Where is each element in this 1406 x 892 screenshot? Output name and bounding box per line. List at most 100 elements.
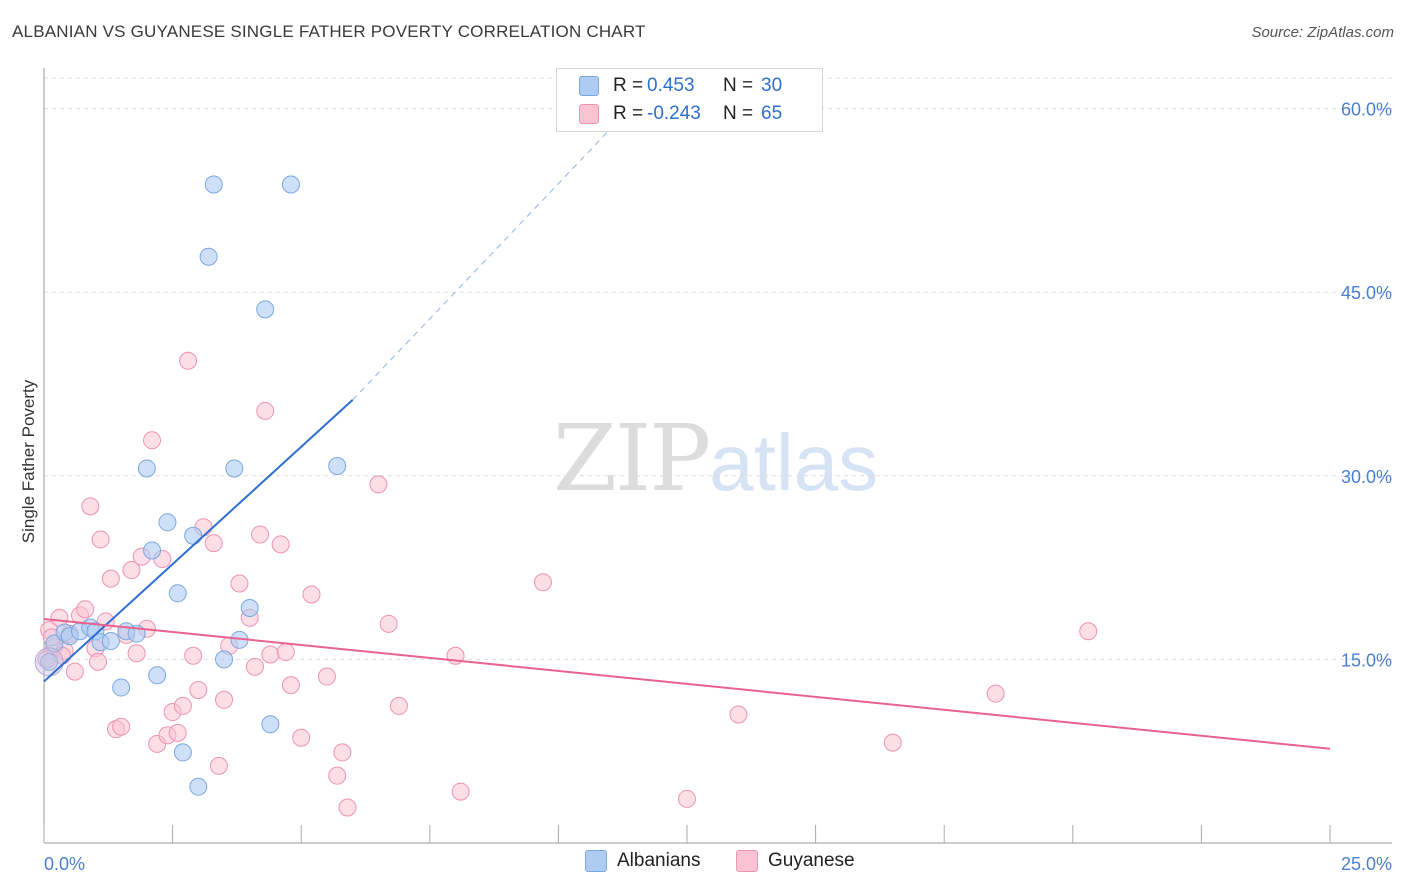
guyanese-swatch: [579, 104, 599, 124]
r-value: -0.243: [647, 103, 701, 124]
albanian-point: [281, 175, 300, 194]
legend-item-albanians: Albanians: [585, 850, 700, 872]
guyanese-point: [256, 401, 275, 420]
guyanese-point: [292, 728, 311, 747]
guyanese-point: [533, 573, 552, 592]
albanian-point: [101, 632, 120, 651]
guyanese-point: [369, 475, 388, 494]
guyanese-points: [37, 351, 1098, 817]
n-value: 30: [761, 75, 783, 96]
guyanese-point: [261, 645, 280, 664]
guyanese-point: [101, 569, 120, 588]
albanian-point: [143, 541, 162, 560]
guyanese-point: [81, 497, 100, 516]
y-tick-label: 45.0%: [1341, 283, 1392, 303]
guyanese-swatch: [736, 850, 758, 872]
guyanese-point: [338, 798, 357, 817]
r-value: 0.453: [647, 75, 695, 96]
guyanese-point: [91, 530, 110, 549]
guyanese-point: [245, 657, 264, 676]
legend-row-albanians: R = 0.453 N = 30: [579, 73, 782, 99]
chart-source: Source: ZipAtlas.com: [1251, 24, 1394, 41]
albanian-point: [225, 459, 244, 478]
guyanese-point: [76, 600, 95, 619]
guyanese-point: [276, 643, 295, 662]
x-tick-label-max: 25.0%: [1341, 854, 1392, 874]
guyanese-trend-line: [43, 618, 1331, 750]
albanian-point: [148, 666, 167, 685]
legend-row-guyanese: R = -0.243 N = 65: [579, 101, 782, 127]
y-axis-title: Single Father Poverty: [19, 379, 38, 543]
guyanese-point: [179, 351, 198, 370]
albanian-point: [158, 513, 177, 532]
guyanese-point: [215, 690, 234, 709]
guyanese-point: [204, 534, 223, 553]
axes: [43, 68, 1392, 844]
albanian-point: [204, 175, 223, 194]
grid-lines: [44, 77, 1392, 660]
guyanese-point: [302, 585, 321, 604]
guyanese-point: [143, 431, 162, 450]
x-tick-label-min: 0.0%: [44, 854, 85, 874]
albanian-point: [112, 678, 131, 697]
chart-title: ALBANIAN VS GUYANESE SINGLE FATHER POVER…: [12, 22, 646, 41]
legend-item-guyanese: Guyanese: [736, 850, 855, 872]
guyanese-point: [986, 684, 1005, 703]
albanians-trend-line: [43, 399, 354, 683]
trend-lines: [43, 102, 1331, 750]
n-value: 65: [761, 103, 783, 124]
guyanese-point: [251, 525, 270, 544]
guyanese-point: [127, 644, 146, 663]
y-tick-label: 30.0%: [1341, 467, 1392, 487]
albanian-point: [199, 247, 218, 266]
guyanese-point: [317, 667, 336, 686]
albanian-points: [34, 175, 347, 796]
guyanese-point: [168, 723, 187, 742]
guyanese-point: [333, 743, 352, 762]
guyanese-point: [65, 662, 84, 681]
guyanese-point: [729, 705, 748, 724]
albanians-swatch: [579, 76, 599, 96]
albanian-point: [189, 777, 208, 796]
albanian-point: [256, 300, 275, 319]
albanian-point: [328, 457, 347, 476]
guyanese-point: [209, 756, 228, 775]
guyanese-point: [1079, 622, 1098, 641]
guyanese-point: [184, 646, 203, 665]
legend-label-albanians: Albanians: [617, 850, 701, 871]
y-tick-label: 15.0%: [1341, 650, 1392, 670]
correlation-legend: R = 0.453 N = 30 R = -0.243 N = 65: [556, 68, 823, 132]
cluster-point: [34, 647, 64, 677]
albanian-point: [173, 743, 192, 762]
n-label: N =: [723, 75, 754, 96]
albanian-point: [261, 715, 280, 734]
guyanese-point: [122, 561, 141, 580]
guyanese-point: [112, 717, 131, 736]
r-label: R =: [613, 75, 644, 96]
series-legend: Albanians Guyanese: [0, 850, 1406, 878]
albanian-point: [184, 526, 203, 545]
axis-labels: 15.0% 30.0% 45.0% 60.0% 0.0% 25.0% Single Fath…: [19, 100, 1392, 874]
guyanese-point: [230, 574, 249, 593]
n-label: N =: [723, 103, 754, 124]
albanian-point: [40, 652, 59, 671]
albanians-trend-extension: [352, 102, 636, 401]
albanian-point: [240, 598, 259, 617]
guyanese-point: [271, 535, 290, 554]
y-tick-label: 60.0%: [1341, 100, 1392, 120]
guyanese-point: [883, 733, 902, 752]
guyanese-point: [451, 782, 470, 801]
guyanese-point: [281, 676, 300, 695]
guyanese-point: [89, 652, 108, 671]
guyanese-point: [389, 696, 408, 715]
guyanese-point: [678, 789, 696, 808]
guyanese-point: [328, 766, 347, 785]
guyanese-point: [189, 681, 208, 699]
guyanese-point: [379, 614, 398, 633]
legend-label-guyanese: Guyanese: [768, 850, 855, 871]
albanian-point: [137, 459, 156, 478]
r-label: R =: [613, 103, 644, 124]
albanian-point: [215, 650, 234, 669]
guyanese-point: [173, 696, 192, 715]
